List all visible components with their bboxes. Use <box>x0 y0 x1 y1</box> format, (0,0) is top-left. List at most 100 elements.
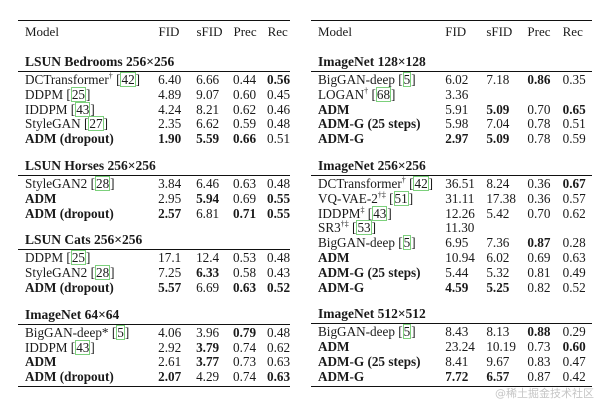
table-row: BigGAN-deep [5] 8.43 8.13 0.88 0.29 <box>311 324 592 340</box>
citation-link[interactable]: 28 <box>94 265 111 281</box>
table-row: SR3†‡ [53] 11.30 <box>311 220 592 236</box>
rec-value: 0.47 <box>562 353 586 369</box>
group-rule <box>311 323 592 325</box>
group-title: LSUN Bedrooms 256×256 <box>25 54 175 69</box>
column-header-model: Model <box>318 24 352 39</box>
rec-value: 0.59 <box>562 131 586 147</box>
table-header-row: Model FID sFID Prec Rec <box>311 21 592 43</box>
model-name: IDDPM [43] <box>25 101 95 117</box>
fid-value: 7.72 <box>445 368 469 384</box>
results-table-right: Model FID sFID Prec Rec ImageNet 128×128 BigGA… <box>311 20 592 387</box>
citation-link[interactable]: 53 <box>356 220 372 236</box>
table-row: ADM 2.95 5.94 0.69 0.55 <box>18 190 290 207</box>
model-name: ADM (dropout) <box>18 279 158 296</box>
table-row: ADM (dropout) 5.57 6.69 0.63 0.52 <box>18 279 290 296</box>
prec-value: 0.63 <box>233 175 257 191</box>
citation-link[interactable]: 42 <box>413 175 429 191</box>
model-label: DCTransformer <box>318 175 402 191</box>
citation-link[interactable]: 5 <box>116 324 125 340</box>
sfid-value: 5.59 <box>196 131 220 147</box>
column-header-model: Model <box>25 24 59 39</box>
rec-value: 0.45 <box>267 86 291 102</box>
rec-value: 0.28 <box>562 235 586 251</box>
table-row: ADM (dropout) 1.90 5.59 0.66 0.51 <box>18 131 290 147</box>
rec-value: 0.29 <box>562 324 586 340</box>
table-row: ADM-G (25 steps) 5.44 5.32 0.81 0.49 <box>311 264 592 281</box>
group-rule <box>311 71 592 72</box>
prec-value: 0.87 <box>527 368 551 384</box>
table-row: DDPM [25] 17.1 12.4 0.53 0.48 <box>18 250 290 266</box>
table-row: DCTransformer† [42] 6.40 6.66 0.44 0.56 <box>18 72 291 88</box>
rec-value: 0.56 <box>267 72 291 87</box>
model-label: DDPM <box>25 250 64 266</box>
citation-link[interactable]: 43 <box>372 205 388 221</box>
citation-link[interactable]: 5 <box>402 324 412 340</box>
citation-link[interactable]: 25 <box>70 86 86 102</box>
sfid-value: 3.77 <box>196 354 220 370</box>
model-label: BigGAN-deep <box>318 235 395 251</box>
group-title: ImageNet 512×512 <box>318 306 426 322</box>
prec-value: 0.74 <box>233 369 257 385</box>
model-name: ADM-G (25 steps) <box>311 265 445 281</box>
fid-value: 6.40 <box>158 72 182 87</box>
sfid-value: 6.69 <box>196 279 220 295</box>
fid-value: 2.95 <box>158 190 182 206</box>
model-name: ADM (dropout) <box>18 206 158 222</box>
model-label: ADM-G <box>318 279 365 295</box>
citation-link[interactable]: 25 <box>70 250 86 266</box>
sfid-value: 5.32 <box>486 264 510 280</box>
table-top-rule <box>18 20 290 21</box>
citation-link[interactable]: 28 <box>94 175 111 191</box>
model-name: ADM-G (25 steps) <box>311 354 445 370</box>
model-label: BigGAN-deep* <box>25 324 109 340</box>
fid-value: 2.35 <box>158 116 182 132</box>
fid-value: 2.61 <box>158 354 182 370</box>
sfid-value: 5.09 <box>486 131 510 147</box>
model-label: ADM <box>25 190 57 206</box>
sfid-value: 6.57 <box>486 368 510 384</box>
citation-link[interactable]: 42 <box>120 72 136 87</box>
model-name: ADM <box>18 354 158 370</box>
model-name: IDDPM [43] <box>25 339 95 355</box>
prec-value: 0.87 <box>527 235 551 251</box>
sfid-value <box>486 88 527 103</box>
fid-value: 17.1 <box>158 250 182 266</box>
model-name: ADM <box>311 250 445 266</box>
model-label: BigGAN-deep <box>318 72 395 87</box>
table-row: ADM 23.24 10.19 0.73 0.60 <box>311 339 592 355</box>
model-label: StyleGAN2 <box>25 175 88 191</box>
prec-value: 0.74 <box>233 339 257 355</box>
citation-link[interactable]: 43 <box>75 101 91 117</box>
model-label: ADM <box>318 101 350 117</box>
citation-link[interactable]: 5 <box>402 72 412 87</box>
column-header-rec: Rec <box>562 24 583 39</box>
rec-value: 0.55 <box>267 205 291 221</box>
prec-value: 0.60 <box>233 86 257 102</box>
citation-link[interactable]: 5 <box>402 235 412 251</box>
fid-value: 36.51 <box>445 175 475 191</box>
prec-value: 0.78 <box>527 116 551 132</box>
sfid-value: 3.96 <box>196 324 220 340</box>
sfid-value: 7.36 <box>486 235 510 251</box>
model-label: ADM (dropout) <box>25 279 114 295</box>
fid-value: 5.91 <box>445 101 469 117</box>
fid-value: 3.84 <box>158 175 182 191</box>
rec-value <box>563 88 592 103</box>
citation-link[interactable]: 68 <box>375 86 392 102</box>
prec-value: 0.58 <box>233 265 257 281</box>
prec-value: 0.86 <box>527 72 551 87</box>
prec-value: 0.66 <box>233 131 257 147</box>
citation-link[interactable]: 27 <box>88 116 104 132</box>
group-title: ImageNet 64×64 <box>25 306 120 322</box>
fid-value: 5.98 <box>445 116 469 132</box>
fid-value: 5.44 <box>445 264 469 280</box>
citation-link[interactable]: 51 <box>393 190 409 206</box>
table-row: ADM-G 4.59 5.25 0.82 0.52 <box>311 279 592 296</box>
citation-link[interactable]: 43 <box>75 339 91 355</box>
model-label: ADM <box>318 339 350 355</box>
table-row: IDDPM‡ [43] 12.26 5.42 0.70 0.62 <box>311 205 592 222</box>
prec-value: 0.36 <box>527 190 551 206</box>
model-name: DDPM [25] <box>25 86 91 102</box>
fid-value: 6.95 <box>445 235 469 251</box>
table-row: StyleGAN2 [28] 7.25 6.33 0.58 0.43 <box>18 265 290 281</box>
